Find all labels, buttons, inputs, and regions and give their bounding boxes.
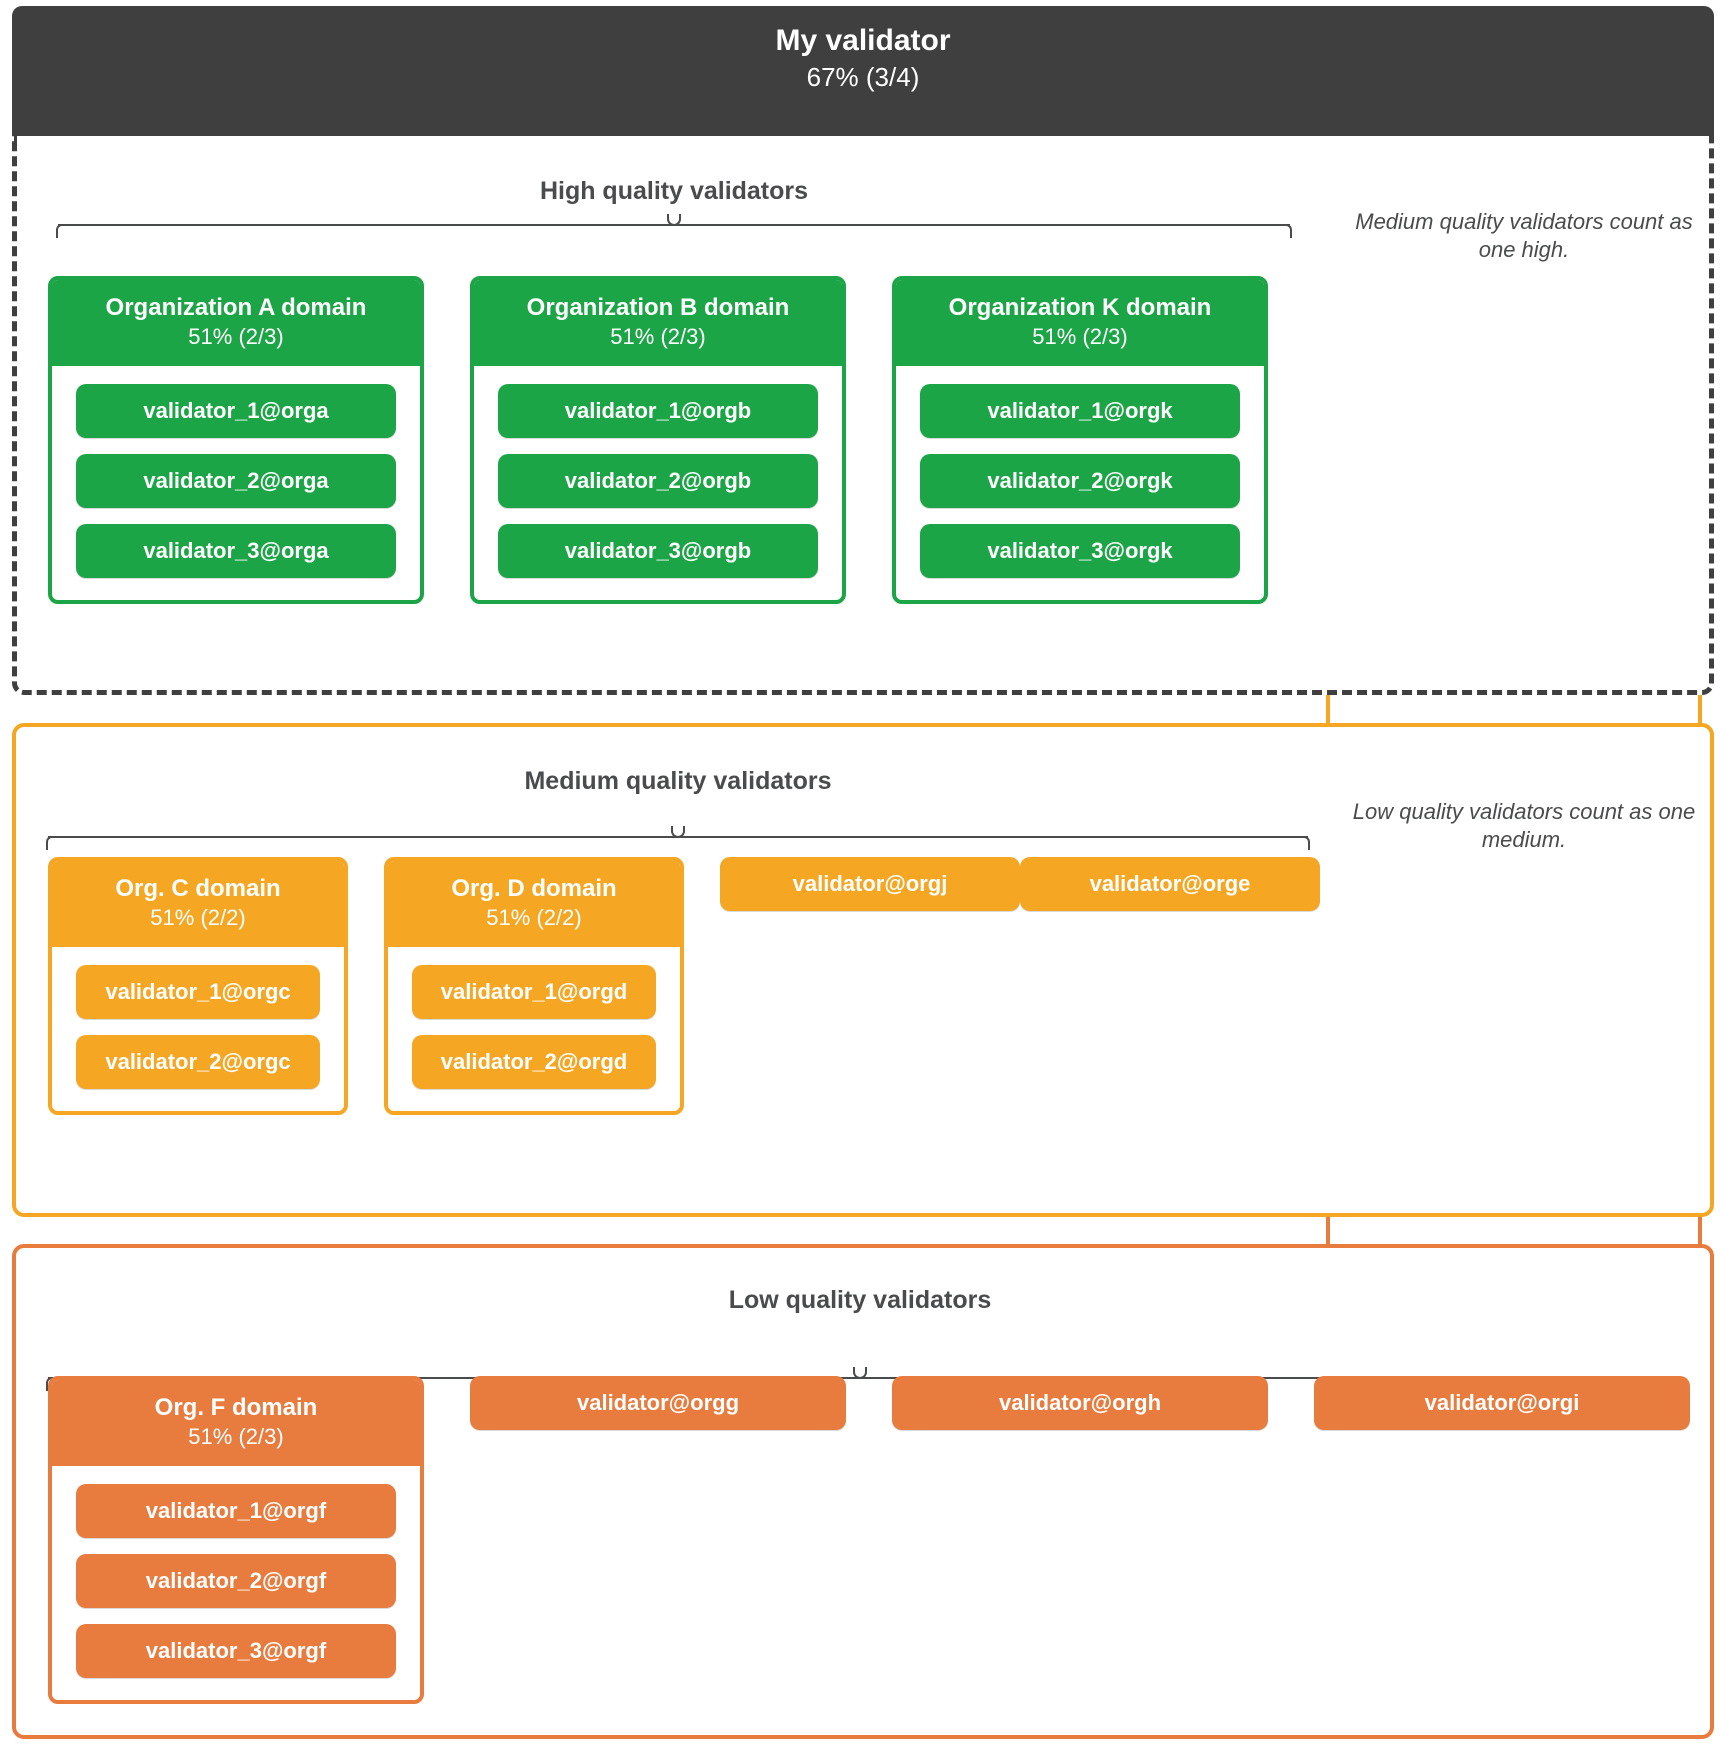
org-card-high-1: Organization B domain51% (2/3)validator_… <box>470 276 846 604</box>
org-body: validator_1@orga validator_2@orga validato… <box>52 366 420 600</box>
validator-pill-low-loose-2: validator@orgi <box>1314 1376 1690 1430</box>
org-card-high-2: Organization K domain51% (2/3)validator_… <box>892 276 1268 604</box>
validator-pill: validator_2@orgd <box>412 1035 656 1089</box>
validator-pill: validator_3@orga <box>76 524 396 578</box>
org-sub: 51% (2/2) <box>60 905 336 931</box>
validator-pill-low-loose-0: validator@orgg <box>470 1376 846 1430</box>
validator-pill: validator_2@orga <box>76 454 396 508</box>
validator-pill-medium-loose-1: validator@orge <box>1020 857 1320 911</box>
org-header: Org. D domain51% (2/2) <box>388 861 680 947</box>
org-sub: 51% (2/3) <box>60 1424 412 1450</box>
org-title: Org. D domain <box>396 875 672 903</box>
org-card-high-0: Organization A domain51% (2/3)validator_… <box>48 276 424 604</box>
validator-pill: validator_1@orga <box>76 384 396 438</box>
section-bracket-high <box>58 224 1290 246</box>
org-sub: 51% (2/2) <box>396 905 672 931</box>
validator-pill: validator_1@orgb <box>498 384 818 438</box>
org-card-medium-0: Org. C domain51% (2/2)validator_1@orgcva… <box>48 857 348 1115</box>
validator-pill: validator_3@orgf <box>76 1624 396 1678</box>
org-body: validator_1@orgf validator_2@orgf validato… <box>52 1466 420 1700</box>
org-body: validator_1@orgc validator_2@orgc <box>52 947 344 1111</box>
section-label-medium: Medium quality validators <box>48 767 1308 796</box>
section-label-low: Low quality validators <box>48 1286 1672 1315</box>
org-title: Organization K domain <box>904 294 1256 322</box>
validator-pill: validator_1@orgf <box>76 1484 396 1538</box>
section-label-high: High quality validators <box>58 177 1290 206</box>
org-header: Organization K domain51% (2/3) <box>896 280 1264 366</box>
page-header: My validator 67% (3/4) <box>12 6 1714 136</box>
validator-pill: validator_3@orgb <box>498 524 818 578</box>
section-bracket-medium <box>48 836 1308 858</box>
validator-pill: validator_2@orgk <box>920 454 1240 508</box>
validator-pill: validator_2@orgb <box>498 454 818 508</box>
validator-pill: validator_3@orgk <box>920 524 1240 578</box>
org-body: validator_1@orgd validator_2@orgd <box>388 947 680 1111</box>
side-note-low: Low quality validators count as one medi… <box>1350 798 1698 853</box>
validator-pill: validator_2@orgc <box>76 1035 320 1089</box>
org-header: Organization A domain51% (2/3) <box>52 280 420 366</box>
bracket-nub <box>667 214 681 226</box>
validator-pill-medium-loose-0: validator@orgj <box>720 857 1020 911</box>
bracket-nub <box>671 826 685 838</box>
org-sub: 51% (2/3) <box>482 324 834 350</box>
org-title: Organization A domain <box>60 294 412 322</box>
org-card-low-0: Org. F domain51% (2/3)validator_1@orgfva… <box>48 1376 424 1704</box>
org-header: Org. C domain51% (2/2) <box>52 861 344 947</box>
org-header: Organization B domain51% (2/3) <box>474 280 842 366</box>
header-title: My validator <box>12 24 1714 58</box>
org-body: validator_1@orgk validator_2@orgk validato… <box>896 366 1264 600</box>
side-note-medium: Medium quality validators count as one h… <box>1350 208 1698 263</box>
validator-pill: validator_1@orgk <box>920 384 1240 438</box>
org-body: validator_1@orgb validator_2@orgb validato… <box>474 366 842 600</box>
validator-pill: validator_1@orgc <box>76 965 320 1019</box>
bracket-nub <box>853 1367 867 1379</box>
validator-pill: validator_2@orgf <box>76 1554 396 1608</box>
org-title: Org. F domain <box>60 1394 412 1422</box>
diagram-canvas: Medium level67% (4/5)Low level67% (3/4)M… <box>0 0 1720 1744</box>
org-card-medium-1: Org. D domain51% (2/2)validator_1@orgdva… <box>384 857 684 1115</box>
org-title: Org. C domain <box>60 875 336 903</box>
org-header: Org. F domain51% (2/3) <box>52 1380 420 1466</box>
org-title: Organization B domain <box>482 294 834 322</box>
org-sub: 51% (2/3) <box>904 324 1256 350</box>
validator-pill-low-loose-1: validator@orgh <box>892 1376 1268 1430</box>
validator-pill: validator_1@orgd <box>412 965 656 1019</box>
header-sub: 67% (3/4) <box>12 62 1714 93</box>
org-sub: 51% (2/3) <box>60 324 412 350</box>
